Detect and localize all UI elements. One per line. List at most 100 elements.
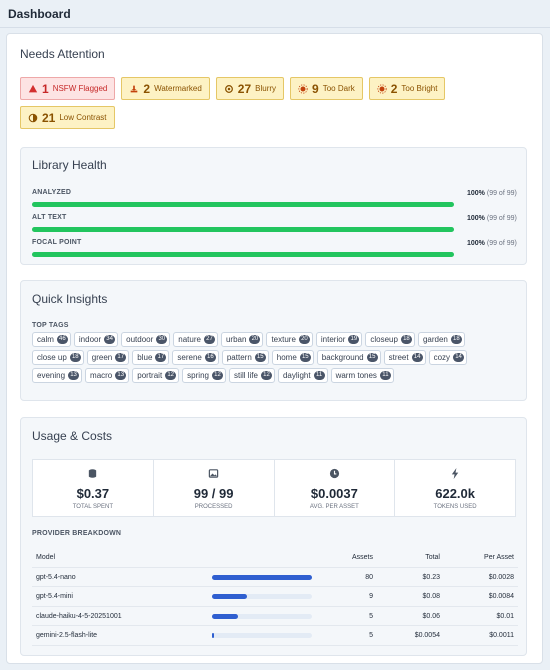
library-health-card: Library Health ANALYZED 100% (99 of 99) AL… (20, 147, 527, 265)
tag[interactable]: home 15 (271, 350, 314, 365)
tag-name: texture (271, 335, 296, 344)
column-header: Model (36, 554, 56, 561)
stat-value: 99 / 99 (193, 486, 234, 501)
assets: 5 (369, 612, 373, 620)
table-row: claude-haiku-4-5-20251001 5 $0.06 $0.01 (32, 607, 518, 626)
tag-name: street (388, 353, 409, 362)
badge-label: Blurry (255, 84, 277, 93)
assets: 9 (369, 593, 373, 600)
percent: 100% (99 of 99) (467, 240, 517, 247)
cost-track (212, 594, 312, 599)
table-row: gpt-5.4-nano 80 $0.23 $0.0028 (32, 568, 518, 587)
tag-count: 16 (204, 353, 216, 362)
page-header: Dashboard (0, 0, 550, 28)
tag[interactable]: urban 20 (220, 332, 264, 347)
cost-track (212, 574, 312, 580)
tag[interactable]: pattern 15 (221, 350, 269, 365)
tag-count: 34 (104, 335, 116, 344)
section-title: Needs Attention (20, 47, 105, 61)
badge-count: 21 (42, 110, 56, 125)
tag-count: 12 (165, 371, 177, 380)
tag[interactable]: outdoor 30 (121, 332, 171, 347)
model-name: gemini-2.5-flash-lite (36, 632, 98, 639)
tag[interactable]: close up 18 (32, 350, 84, 365)
tag[interactable]: calm 46 (32, 332, 71, 347)
assets: 5 (369, 632, 373, 639)
stat-icon (329, 468, 339, 479)
stats-box: $0.37 TOTAL SPENT 99 / 99 PROCESSED $0.0037 A… (32, 459, 516, 517)
tag-count: 20 (298, 335, 310, 344)
tag-name: calm (37, 335, 54, 344)
tag-count: 27 (203, 335, 215, 344)
badge-label: Watermarked (154, 84, 202, 93)
tag[interactable]: green 17 (86, 350, 130, 365)
tag[interactable]: cozy 14 (428, 350, 468, 365)
tag[interactable]: nature 27 (173, 332, 218, 347)
per-asset: $0.0084 (488, 593, 514, 600)
tag[interactable]: garden 18 (417, 332, 465, 347)
tag[interactable]: spring 12 (182, 368, 226, 383)
tag[interactable]: street 14 (383, 350, 426, 365)
tag[interactable]: portrait 12 (132, 368, 180, 383)
stat: 99 / 99 PROCESSED (152, 460, 274, 516)
model-name: gpt-5.4-nano (36, 573, 76, 581)
tag[interactable]: serene 16 (172, 350, 219, 365)
tag-list: calm 46 indoor 34 outdoor 30 nature 27 urban 20 te… (32, 332, 512, 383)
tag[interactable]: evening 13 (32, 368, 83, 383)
percent-value: 100% (467, 215, 485, 222)
tag-count: 15 (299, 353, 311, 362)
badge-icon (298, 83, 308, 94)
badge-count: 9 (312, 81, 319, 96)
row-label: ALT TEXT (32, 214, 67, 221)
tag-count: 11 (379, 371, 391, 380)
table-row: gpt-5.4-mini 9 $0.08 $0.0084 (32, 587, 518, 607)
card-title: Quick Insights (32, 292, 108, 306)
percent-detail: (99 of 99) (486, 190, 517, 197)
tag[interactable]: blue 17 (132, 350, 170, 365)
tag[interactable]: warm tones 11 (330, 368, 394, 383)
progress-bar (32, 202, 454, 207)
cost-bar (212, 633, 215, 638)
total: $0.23 (422, 573, 440, 581)
tag-name: nature (178, 335, 201, 344)
tag-name: garden (422, 335, 448, 344)
stat: $0.0037 AVG. PER ASSET (273, 460, 395, 516)
tag-count: 15 (254, 353, 266, 362)
badge: 9 Too Dark (290, 77, 363, 100)
tag-count: 14 (411, 353, 423, 362)
subtitle: PROVIDER BREAKDOWN (32, 530, 122, 537)
progress-bar (32, 227, 454, 232)
progress-track (32, 202, 454, 207)
card-title: Library Health (32, 158, 107, 172)
card-title: Usage & Costs (32, 429, 113, 443)
tag[interactable]: macro 13 (85, 368, 130, 383)
badge-count: 2 (143, 81, 151, 96)
tag-name: serene (177, 353, 202, 362)
tag[interactable]: closeup 18 (365, 332, 415, 347)
tag[interactable]: interior 19 (315, 332, 363, 347)
percent: 100% (99 of 99) (467, 215, 517, 222)
tag[interactable]: indoor 34 (73, 332, 119, 347)
cost-bar (212, 574, 312, 580)
dashboard-panel: Needs Attention 1 NSFW Flagged 2 Watermarke… (6, 33, 543, 664)
total: $0.08 (422, 593, 440, 600)
column-header: Per Asset (484, 554, 514, 561)
badge-count: 27 (237, 81, 252, 96)
tag-count: 18 (450, 335, 462, 344)
tag[interactable]: texture 20 (266, 332, 313, 347)
table-row: gemini-2.5-flash-lite 5 $0.0054 $0.0011 (32, 626, 518, 646)
tag[interactable]: background 15 (316, 350, 381, 365)
tag-name: still life (233, 371, 258, 380)
column-header: Total (425, 554, 440, 561)
tag-count: 17 (155, 353, 167, 362)
tag[interactable]: still life 12 (228, 368, 275, 383)
tag-name: close up (37, 353, 67, 362)
badge-icon (28, 84, 38, 92)
tag-name: pattern (226, 353, 252, 362)
tag-count: 20 (249, 335, 261, 344)
per-asset: $0.01 (496, 612, 514, 620)
tag-name: outdoor (126, 335, 154, 344)
badge-icon (131, 85, 138, 92)
tag[interactable]: daylight 11 (277, 368, 328, 383)
tag-name: evening (37, 371, 66, 380)
